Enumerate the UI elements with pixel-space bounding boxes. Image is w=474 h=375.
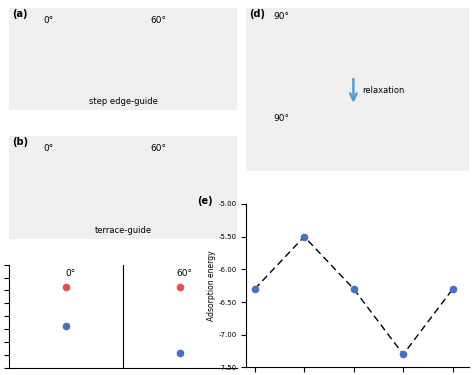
Text: 90°: 90° [273,12,289,21]
Point [301,234,308,240]
Text: 60°: 60° [151,144,166,153]
Point [350,286,357,292]
Text: (b): (b) [12,137,28,147]
Text: step edge-guide: step edge-guide [89,97,158,106]
Text: 90°: 90° [273,114,289,123]
Text: (e): (e) [198,196,213,206]
Point [449,286,456,292]
Point [63,323,70,329]
Point [251,286,258,292]
Text: (a): (a) [12,9,27,18]
Point [63,284,70,290]
Text: terrace-guide: terrace-guide [95,226,152,235]
Text: relaxation: relaxation [362,86,405,94]
Y-axis label: Adsorption energy: Adsorption energy [207,251,216,321]
Point [176,284,184,290]
Text: 60°: 60° [177,269,192,278]
Text: 0°: 0° [44,16,54,25]
Text: (d): (d) [249,9,264,19]
Point [400,351,407,357]
Text: 0°: 0° [44,144,54,153]
Text: 60°: 60° [151,16,166,25]
Point [176,350,184,356]
Text: 0°: 0° [66,269,76,278]
